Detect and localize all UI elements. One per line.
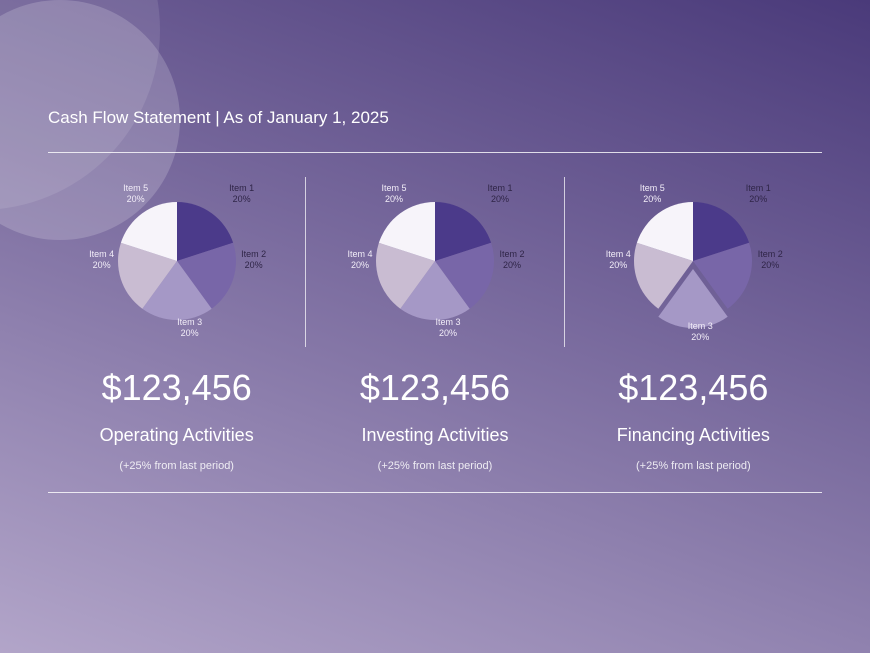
panel-investing: Item 120%Item 220%Item 320%Item 420%Item… <box>306 161 563 472</box>
page-title: Cash Flow Statement | As of January 1, 2… <box>48 108 822 128</box>
delta-label-investing: (+25% from last period) <box>378 460 493 472</box>
pie-chart-financing: Item 120%Item 220%Item 320%Item 420%Item… <box>583 161 803 361</box>
bottom-rule <box>48 492 822 493</box>
slice-label-pct: 20% <box>475 194 525 205</box>
slice-label-name: Item 1 <box>733 183 783 194</box>
slice-label-1: Item 120% <box>475 183 525 205</box>
slice-label-pct: 20% <box>335 260 385 271</box>
activity-label-financing: Financing Activities <box>617 425 770 446</box>
slice-label-pct: 20% <box>487 260 537 271</box>
slice-label-3: Item 320% <box>675 321 725 343</box>
panel-financing: Item 120%Item 220%Item 320%Item 420%Item… <box>565 161 822 472</box>
slice-label-name: Item 4 <box>593 249 643 260</box>
slice-label-pct: 20% <box>229 260 279 271</box>
activity-label-investing: Investing Activities <box>361 425 508 446</box>
slice-label-2: Item 220% <box>229 249 279 271</box>
delta-label-financing: (+25% from last period) <box>636 460 751 472</box>
pie-chart-investing: Item 120%Item 220%Item 320%Item 420%Item… <box>325 161 545 361</box>
pie-svg <box>366 192 504 330</box>
slice-label-name: Item 5 <box>627 183 677 194</box>
delta-label-operating: (+25% from last period) <box>119 460 234 472</box>
slice-label-2: Item 220% <box>745 249 795 271</box>
slice-label-4: Item 420% <box>77 249 127 271</box>
slice-label-pct: 20% <box>369 194 419 205</box>
slice-label-name: Item 1 <box>475 183 525 194</box>
slice-label-1: Item 120% <box>217 183 267 205</box>
slice-label-name: Item 2 <box>745 249 795 260</box>
slice-label-name: Item 4 <box>77 249 127 260</box>
amount-financing: $123,456 <box>618 367 768 409</box>
panels-row: Item 120%Item 220%Item 320%Item 420%Item… <box>48 153 822 492</box>
pie-svg <box>624 192 762 330</box>
slice-label-pct: 20% <box>675 332 725 343</box>
slice-label-pct: 20% <box>77 260 127 271</box>
activity-label-operating: Operating Activities <box>100 425 254 446</box>
slice-label-name: Item 2 <box>229 249 279 260</box>
slice-label-pct: 20% <box>111 194 161 205</box>
slice-label-name: Item 3 <box>675 321 725 332</box>
slice-label-pct: 20% <box>165 328 215 339</box>
slice-label-5: Item 520% <box>627 183 677 205</box>
amount-investing: $123,456 <box>360 367 510 409</box>
slice-label-name: Item 2 <box>487 249 537 260</box>
pie-chart-operating: Item 120%Item 220%Item 320%Item 420%Item… <box>67 161 287 361</box>
slice-label-1: Item 120% <box>733 183 783 205</box>
slice-label-name: Item 5 <box>111 183 161 194</box>
slice-label-name: Item 1 <box>217 183 267 194</box>
content-area: Cash Flow Statement | As of January 1, 2… <box>0 0 870 493</box>
slice-label-4: Item 420% <box>593 249 643 271</box>
slice-label-5: Item 520% <box>111 183 161 205</box>
slice-label-3: Item 320% <box>165 317 215 339</box>
slice-label-name: Item 4 <box>335 249 385 260</box>
slice-label-pct: 20% <box>733 194 783 205</box>
slice-label-name: Item 5 <box>369 183 419 194</box>
slice-label-5: Item 520% <box>369 183 419 205</box>
slice-label-4: Item 420% <box>335 249 385 271</box>
amount-operating: $123,456 <box>102 367 252 409</box>
slice-label-3: Item 320% <box>423 317 473 339</box>
panel-operating: Item 120%Item 220%Item 320%Item 420%Item… <box>48 161 305 472</box>
slice-label-pct: 20% <box>593 260 643 271</box>
slice-label-2: Item 220% <box>487 249 537 271</box>
pie-svg <box>108 192 246 330</box>
slice-label-name: Item 3 <box>165 317 215 328</box>
slice-label-name: Item 3 <box>423 317 473 328</box>
slice-label-pct: 20% <box>627 194 677 205</box>
slice-label-pct: 20% <box>217 194 267 205</box>
slice-label-pct: 20% <box>423 328 473 339</box>
slice-label-pct: 20% <box>745 260 795 271</box>
